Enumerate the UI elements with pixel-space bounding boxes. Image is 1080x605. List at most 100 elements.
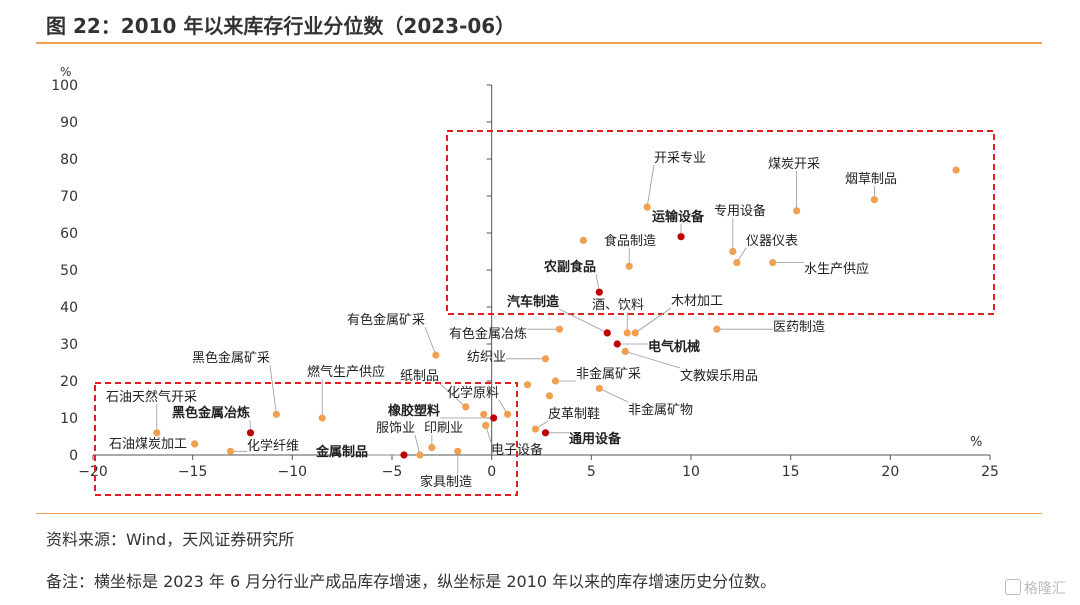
data-point [523, 381, 532, 389]
x-tick-label: 5 [587, 464, 596, 480]
leader-line [599, 388, 629, 403]
data-point [625, 262, 633, 270]
data-point [531, 425, 540, 433]
point-label: 化学原料 [447, 385, 499, 401]
point-label: 燃气生产供应 [307, 364, 385, 380]
point-label: 金属制品 [315, 444, 368, 460]
watermark-logo-icon [1005, 579, 1021, 595]
top-divider [36, 42, 1042, 44]
data-point [490, 414, 498, 422]
x-tick-label: 25 [981, 464, 999, 480]
y-tick-label: 100 [51, 78, 78, 94]
point-label: 纺织业 [467, 350, 506, 365]
x-tick-label: −20 [78, 464, 108, 480]
point-label: 石油天然气开采 [106, 389, 197, 405]
point-label: 医药制造 [773, 320, 825, 335]
bottom-divider [36, 513, 1042, 514]
point-label: 文教娱乐用品 [680, 368, 758, 384]
point-label: 电气机械 [648, 339, 700, 355]
point-label: 化学纤维 [247, 438, 299, 454]
data-point [643, 203, 651, 211]
point-label: 酒、饮料 [592, 298, 644, 313]
data-point [623, 329, 631, 337]
leader-line [438, 382, 467, 408]
data-point [621, 347, 629, 355]
leader-line [424, 326, 437, 356]
x-tick-label: 15 [782, 464, 800, 480]
x-tick-label: 20 [881, 464, 899, 480]
data-point [504, 410, 512, 418]
figure-title: 图 22：2010 年以来库存行业分位数（2023-06） [46, 14, 516, 38]
data-point [555, 325, 564, 333]
data-point [482, 421, 490, 429]
watermark-text: 格隆汇 [1024, 581, 1066, 597]
data-point [793, 207, 801, 215]
data-point [400, 451, 408, 459]
data-point [480, 410, 488, 418]
point-label: 木材加工 [671, 294, 723, 309]
data-point [952, 166, 960, 174]
data-point [545, 392, 554, 400]
x-tick-label: −15 [178, 464, 208, 480]
leader-line [646, 164, 655, 208]
point-label: 黑色金属冶炼 [172, 405, 250, 421]
data-point [462, 403, 470, 411]
point-label: 仪器仪表 [746, 234, 798, 249]
source-note: 资料来源：Wind，天风证券研究所 [46, 530, 295, 549]
data-point [226, 447, 235, 455]
data-point [713, 325, 721, 333]
point-label: 家具制造 [420, 474, 472, 490]
scatter-chart: −20 −15 −10 −5 0 5 10 15 20 25 0 10 20 30 40 50 60 70 80 90… [51, 65, 999, 496]
watermark: 格隆汇 [1005, 578, 1066, 598]
data-point [870, 196, 878, 204]
x-tick-label: −10 [278, 464, 308, 480]
y-axis-unit: % [60, 65, 71, 79]
data-point [428, 444, 436, 452]
leader-line [634, 307, 672, 334]
data-point [191, 440, 199, 448]
data-point [246, 429, 255, 437]
data-point [153, 429, 161, 437]
y-tick-label: 30 [60, 337, 78, 353]
point-label: 黑色金属矿采 [192, 350, 270, 366]
y-tick-label: 20 [60, 374, 78, 390]
point-label: 印刷业 [424, 421, 463, 436]
y-tick-label: 10 [60, 411, 78, 427]
point-label: 有色金属矿采 [347, 312, 425, 328]
data-point [432, 351, 440, 359]
y-tick-label: 90 [60, 115, 78, 131]
data-point [416, 451, 424, 459]
data-point [603, 329, 611, 337]
data-point [318, 414, 326, 422]
data-point [677, 233, 685, 241]
y-tick-label: 60 [60, 226, 78, 242]
x-axis-unit: % [970, 435, 982, 450]
point-label: 橡胶塑料 [388, 403, 440, 419]
data-point [541, 355, 550, 363]
point-label: 非金属矿采 [576, 366, 641, 382]
point-label: 服饰业 [376, 421, 415, 436]
remark-note: 备注：横坐标是 2023 年 6 月分行业产成品库存增速，纵坐标是 2010 年… [46, 572, 777, 591]
x-tick-label: 10 [682, 464, 700, 480]
point-label: 有色金属冶炼 [449, 326, 527, 342]
point-label: 食品制造 [604, 233, 656, 249]
point-label: 纸制品 [400, 369, 439, 384]
data-point [579, 236, 587, 244]
data-point [613, 340, 621, 348]
leader-line [269, 364, 277, 415]
point-label: 石油煤炭加工 [109, 437, 187, 452]
x-tick-label: 0 [487, 464, 496, 480]
point-label: 专用设备 [714, 203, 766, 219]
data-points [153, 166, 960, 459]
highlight-boxes [94, 130, 995, 496]
point-label: 农副食品 [543, 259, 596, 275]
point-label: 运输设备 [652, 209, 705, 225]
y-tick-label: 70 [60, 189, 78, 205]
point-label: 烟草制品 [845, 172, 897, 187]
point-label: 煤炭开采 [768, 157, 820, 172]
data-point [631, 329, 639, 337]
y-tick-label: 0 [69, 448, 78, 464]
y-tick-label: 40 [60, 300, 78, 316]
data-point [729, 247, 737, 256]
